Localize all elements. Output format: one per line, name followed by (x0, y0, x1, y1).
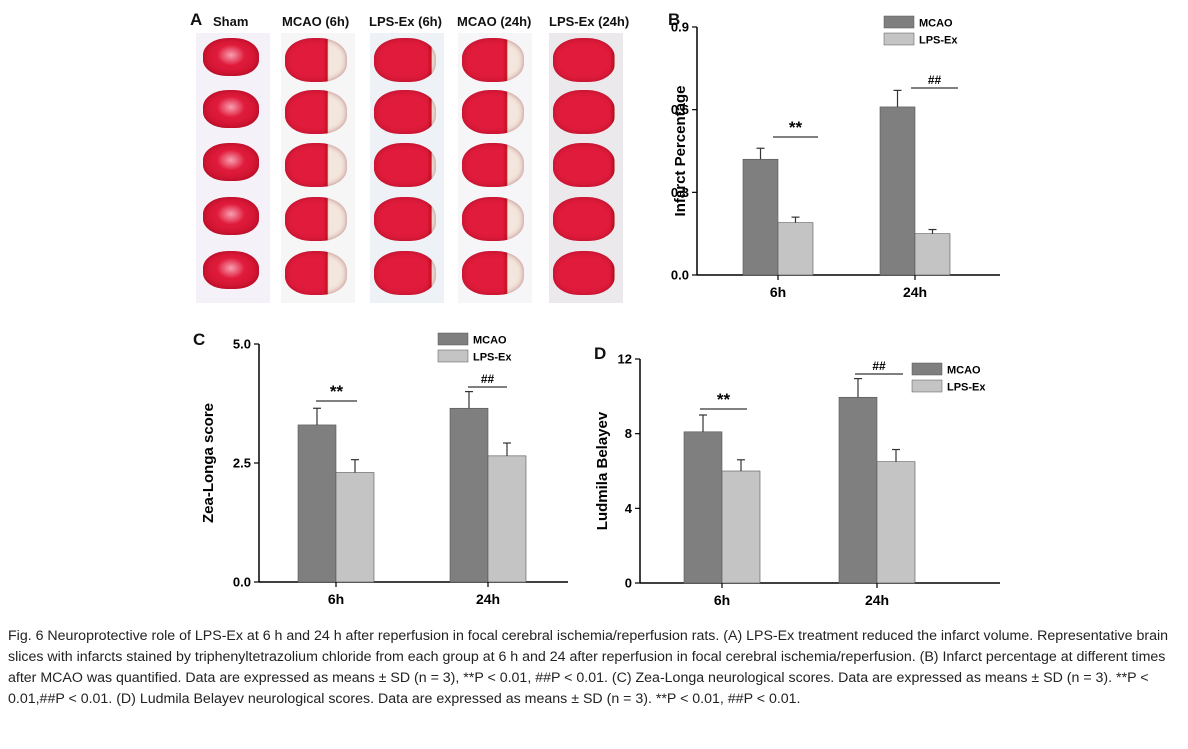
brain-slice (285, 90, 347, 134)
significance-marker: ** (330, 382, 344, 401)
brain-slice (203, 143, 259, 181)
x-tick-label: 24h (476, 591, 500, 607)
panel-a-letter: A (190, 10, 203, 29)
y-tick-label: 2.5 (233, 456, 251, 471)
figure-caption: Fig. 6 Neuroprotective role of LPS-Ex at… (8, 626, 1180, 710)
y-tick-label: 8 (625, 426, 632, 441)
column-title-lpsex-24h: LPS-Ex (24h) (549, 14, 630, 29)
panel-c-letter: C (193, 330, 206, 349)
y-tick-label: 0.0 (233, 575, 251, 590)
brain-slice (285, 251, 347, 295)
y-axis-label: Infarct Percentage (672, 86, 689, 217)
legend-swatch (911, 379, 943, 393)
brain-slice (374, 38, 436, 82)
brain-slice (462, 197, 524, 241)
bar (742, 158, 779, 276)
brain-slice (553, 197, 615, 241)
bar (297, 424, 337, 583)
legend-swatch (883, 32, 915, 46)
x-tick-label: 6h (328, 591, 344, 607)
legend-swatch (437, 332, 469, 346)
y-axis-label: Ludmila Belayev (594, 411, 611, 530)
x-tick-label: 6h (770, 284, 786, 300)
brain-slice (374, 251, 436, 295)
bar (838, 396, 878, 584)
brain-slice (462, 251, 524, 295)
legend-label: LPS-Ex (473, 352, 512, 364)
brain-slice (462, 90, 524, 134)
legend-swatch (437, 349, 469, 363)
caption-text: Fig. 6 Neuroprotective role of LPS-Ex at… (8, 628, 1169, 707)
y-tick-label: 0.9 (671, 20, 689, 35)
y-axis-label: Zea-Longa score (200, 403, 217, 523)
legend-swatch (911, 362, 943, 376)
brain-slice (462, 143, 524, 187)
brain-slice (203, 90, 259, 128)
bar (914, 233, 951, 276)
bar (777, 222, 814, 276)
brain-slice (374, 197, 436, 241)
brain-slice (553, 251, 615, 295)
brain-slice (285, 197, 347, 241)
legend-label: LPS-Ex (919, 35, 958, 47)
legend-label: MCAO (473, 335, 507, 347)
y-tick-label: 0.6 (671, 102, 689, 117)
x-tick-label: 24h (865, 592, 889, 608)
y-tick-label: 0.3 (671, 185, 689, 200)
y-tick-label: 5.0 (233, 337, 251, 352)
bar (721, 470, 761, 584)
legend-label: MCAO (919, 18, 953, 30)
panel-b-letter: B (668, 10, 681, 29)
brain-slice (462, 38, 524, 82)
bar (487, 455, 527, 583)
brain-slice (285, 143, 347, 187)
significance-marker: ## (872, 359, 886, 373)
bar (335, 472, 375, 583)
significance-marker: ## (481, 372, 495, 386)
column-title-mcao-6h: MCAO (6h) (282, 14, 350, 29)
legend-label: LPS-Ex (947, 382, 986, 394)
brain-slice (203, 197, 259, 235)
bar (879, 106, 916, 276)
bar (683, 431, 723, 584)
y-tick-label: 4 (625, 501, 633, 516)
brain-slice (203, 251, 259, 289)
bar (449, 407, 489, 583)
brain-slice (203, 38, 259, 76)
legend-label: MCAO (947, 365, 981, 377)
column-title-lpsex-6h: LPS-Ex (6h) (369, 14, 442, 29)
y-tick-label: 0 (625, 576, 632, 591)
brain-slice (553, 38, 615, 82)
brain-slice (285, 38, 347, 82)
significance-marker: ## (928, 73, 942, 87)
column-title-sham: Sham (213, 14, 249, 29)
legend-swatch (883, 15, 915, 29)
y-tick-label: 12 (618, 352, 632, 367)
brain-slice (553, 143, 615, 187)
brain-slice (374, 143, 436, 187)
y-tick-label: 0.0 (671, 268, 689, 283)
significance-marker: ** (717, 390, 731, 409)
x-tick-label: 24h (903, 284, 927, 300)
bar (876, 461, 916, 584)
column-title-mcao-24h: MCAO (24h) (457, 14, 532, 29)
x-tick-label: 6h (714, 592, 730, 608)
brain-slice (553, 90, 615, 134)
brain-slice (374, 90, 436, 134)
significance-marker: ** (789, 118, 803, 137)
panel-d-letter: D (594, 344, 607, 363)
